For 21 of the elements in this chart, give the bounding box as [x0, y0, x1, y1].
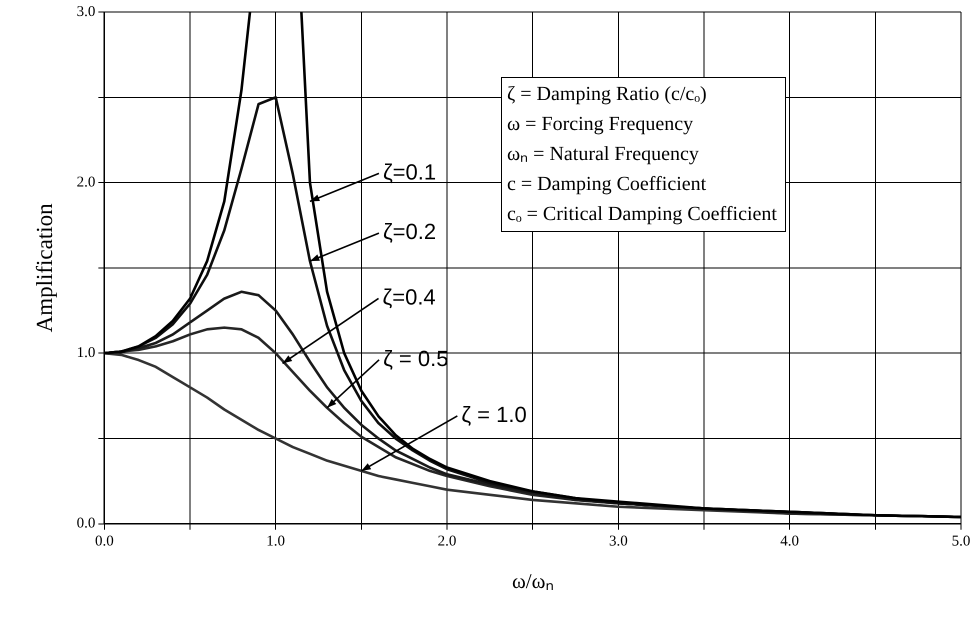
y-tick-label: 1.0: [76, 345, 96, 362]
x-tick-label: 3.0: [608, 534, 628, 550]
annotation: ω = Forcing Frequency: [507, 112, 694, 137]
annotation: ζ = Damping Ratio (c/cₒ): [507, 82, 708, 107]
y-tick-label: 3.0: [76, 4, 96, 20]
y-axis-title: Amplification: [32, 202, 57, 332]
x-tick-label: 0.0: [94, 534, 114, 550]
y-tick-label: 2.0: [76, 174, 96, 191]
annotation: ζ = 1.0: [461, 402, 527, 427]
y-tick-label: 0.0: [76, 516, 96, 532]
x-tick-label: 2.0: [438, 534, 456, 550]
annotation: cₒ = Critical Damping Coefficient: [507, 202, 777, 227]
x-tick-label: 4.0: [780, 534, 800, 550]
annotation: ζ=0.4: [382, 284, 436, 310]
x-tick-label: 5.0: [952, 534, 970, 550]
annotation: ζ=0.1: [382, 159, 436, 184]
x-axis-title: ω/ωₙ: [512, 568, 554, 593]
annotation: c = Damping Coefficient: [507, 172, 708, 197]
annotation: ζ=0.2: [382, 219, 436, 244]
annotation: ωₙ = Natural Frequency: [507, 142, 700, 167]
x-tick-label: 1.0: [266, 534, 286, 550]
